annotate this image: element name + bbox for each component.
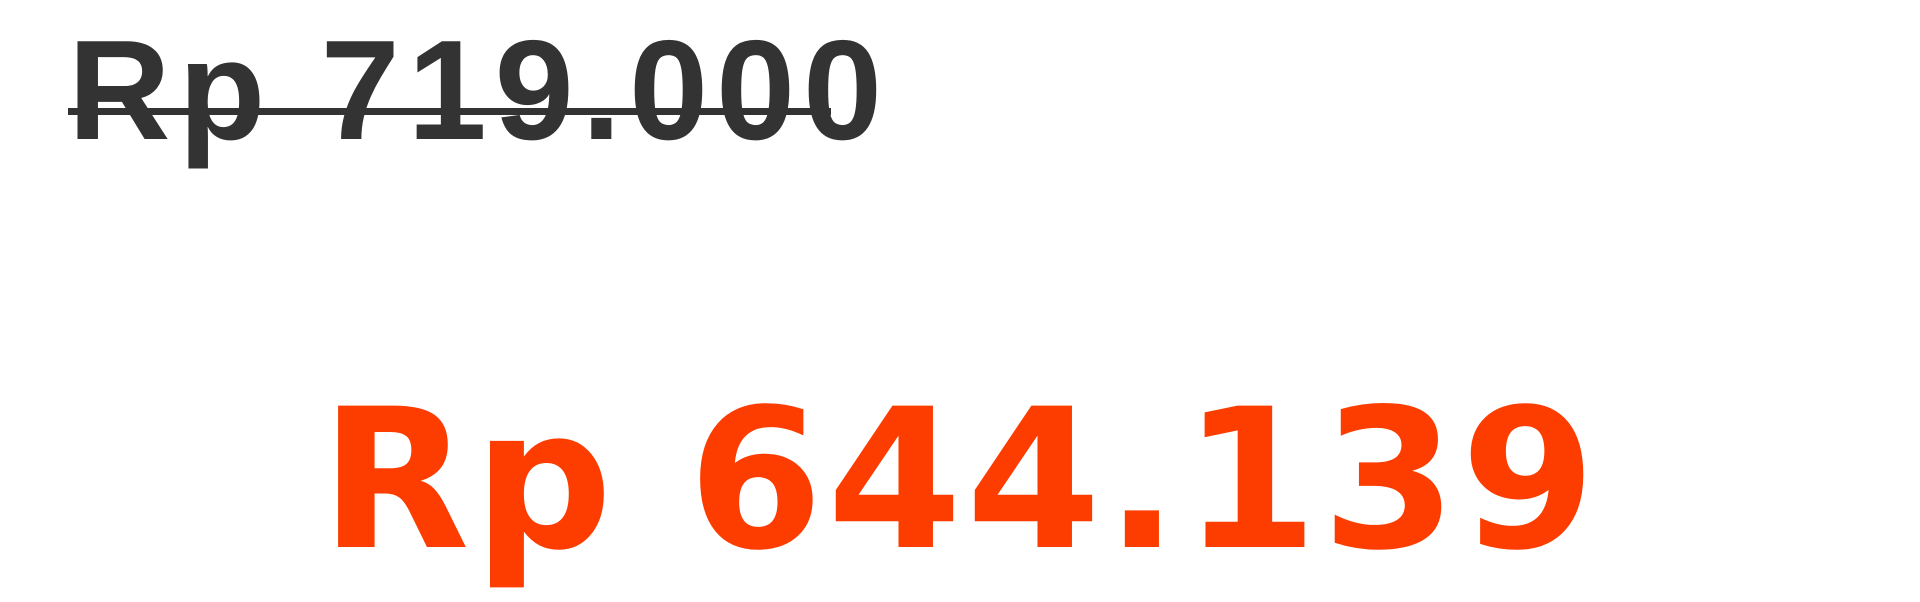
strikethrough-line [68, 108, 831, 115]
sale-price: Rp 644.139 [320, 367, 1600, 593]
original-price: Rp 719.000 [68, 11, 891, 170]
